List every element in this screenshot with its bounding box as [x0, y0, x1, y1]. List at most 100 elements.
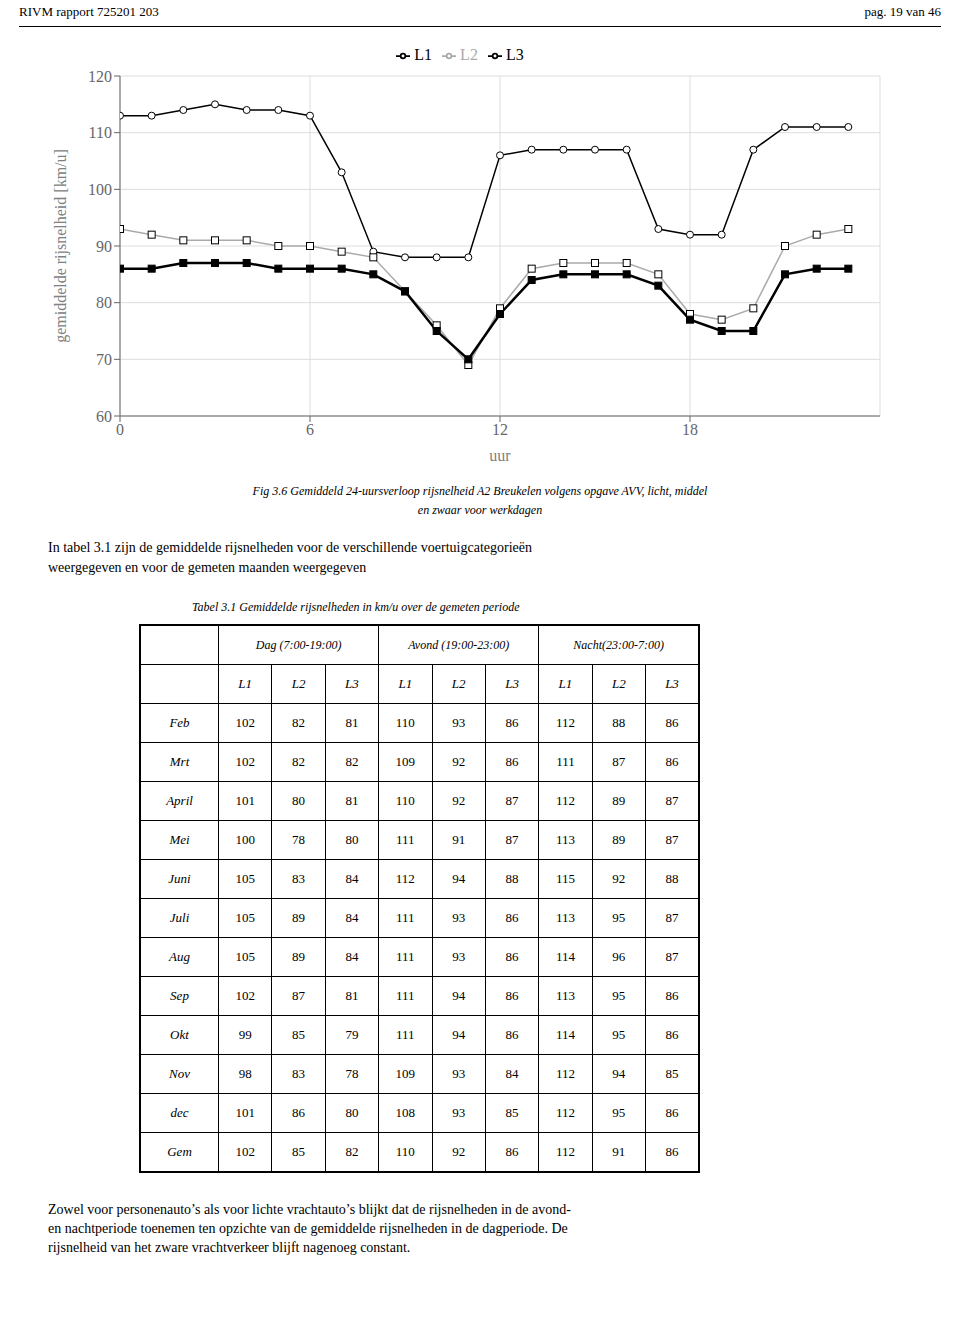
html-text:Avond (19:00-23:00): Avond (19:00-23:00) [408, 637, 510, 652]
svg-text:80: 80 [96, 294, 112, 311]
html-text:87: 87 [612, 754, 626, 769]
html-text:Mrt: Mrt [169, 754, 190, 769]
html-text:102: 102 [235, 715, 255, 730]
html-text:86: 86 [665, 715, 679, 730]
html-text:Juni: Juni [168, 871, 191, 886]
html-text:89: 89 [612, 793, 626, 808]
html-text:Feb: Feb [169, 715, 190, 730]
html-text:112: 112 [555, 715, 575, 730]
html-text:81: 81 [345, 793, 359, 808]
html-text:109: 109 [395, 754, 416, 769]
html-text:112: 112 [555, 793, 575, 808]
svg-text:12: 12 [492, 421, 508, 438]
svg-text:60: 60 [96, 408, 112, 425]
svg-text:110: 110 [89, 124, 112, 141]
html-text:L3: L3 [345, 676, 359, 691]
html-text:Nacht(23:00-7:00): Nacht(23:00-7:00) [573, 637, 664, 652]
html-text:Zowel voor personenauto’s als: Zowel voor personenauto’s als voor licht… [48, 1202, 571, 1255]
svg-text:gemiddelde rijsnelheid [km/u]: gemiddelde rijsnelheid [km/u] [52, 149, 70, 343]
html-text:110: 110 [395, 793, 415, 808]
html-text:In tabel 3.1 zijn de gemiddeld: In tabel 3.1 zijn de gemiddelde rijsnelh… [48, 540, 532, 555]
html-text:86: 86 [665, 754, 679, 769]
html-text:L2: L2 [451, 676, 466, 691]
html-text:108: 108 [395, 1105, 416, 1120]
html-text:88: 88 [612, 715, 626, 730]
html-text:105: 105 [235, 910, 255, 925]
html-text:113: 113 [555, 832, 575, 847]
html-text:111: 111 [396, 832, 415, 847]
html-text:86: 86 [505, 754, 519, 769]
svg-text:100: 100 [88, 181, 112, 198]
html-text:112: 112 [555, 1105, 575, 1120]
html-text:Okt: Okt [170, 1027, 189, 1042]
svg-text:120: 120 [88, 68, 112, 85]
html-text:82: 82 [345, 754, 359, 769]
html-text:Dag (7:00-19:00): Dag (7:00-19:00) [255, 637, 342, 652]
html-text:86: 86 [505, 715, 519, 730]
html-text:Mei: Mei [169, 832, 190, 847]
html-text:111: 111 [556, 754, 575, 769]
html-text:weergegeven en voor de gemeten: weergegeven en voor de gemeten maanden w… [48, 560, 367, 575]
html-text:101: 101 [235, 793, 255, 808]
html-text:92: 92 [452, 793, 466, 808]
html-text:111: 111 [396, 1027, 415, 1042]
html-text:81: 81 [345, 715, 359, 730]
html-text:L3: L3 [505, 46, 524, 63]
html-text:82: 82 [292, 754, 306, 769]
html-text:Sep: Sep [170, 988, 189, 1003]
html-text:April: April [166, 793, 193, 808]
html-text:87: 87 [665, 793, 679, 808]
html-text:113: 113 [555, 988, 575, 1003]
html-text:en zwaar voor werkdagen: en zwaar voor werkdagen [417, 503, 543, 517]
html-text:L1: L1 [414, 46, 433, 63]
html-text:102: 102 [235, 988, 255, 1003]
html-text:L2: L2 [611, 676, 626, 691]
html-text:L2: L2 [460, 46, 478, 63]
svg-text:uur: uur [489, 447, 511, 464]
html-text:92: 92 [452, 754, 466, 769]
html-text:105: 105 [235, 949, 255, 964]
html-text:dec: dec [170, 1105, 189, 1120]
html-text:Nov: Nov [169, 1066, 190, 1081]
html-text:87: 87 [505, 793, 519, 808]
html-text:L2: L2 [291, 676, 306, 691]
svg-text:90: 90 [96, 238, 112, 255]
html-text:93: 93 [452, 715, 466, 730]
html-text:L3: L3 [505, 676, 519, 691]
html-text:115: 115 [555, 871, 575, 886]
html-text:L3: L3 [665, 676, 679, 691]
html-text:82: 82 [292, 715, 306, 730]
html-text:113: 113 [555, 910, 575, 925]
html-text:80: 80 [292, 793, 306, 808]
html-text:110: 110 [395, 1144, 415, 1159]
html-text:114: 114 [555, 1027, 575, 1042]
html-text:112: 112 [395, 871, 415, 886]
svg-text:6: 6 [306, 421, 314, 438]
html-text:Juli: Juli [169, 910, 190, 925]
html-text:Fig 3.6 Gemiddeld 24-uursverlo: Fig 3.6 Gemiddeld 24-uursverloop rijsnel… [252, 484, 708, 498]
html-text:102: 102 [235, 754, 255, 769]
html-text:110: 110 [395, 715, 415, 730]
html-text:112: 112 [555, 1066, 575, 1081]
html-text:102: 102 [235, 1144, 255, 1159]
html-text:100: 100 [235, 832, 255, 847]
svg-text:0: 0 [116, 421, 124, 438]
html-text:111: 111 [396, 949, 415, 964]
html-text:114: 114 [555, 949, 575, 964]
html-text:L1: L1 [398, 676, 413, 691]
svg-text:18: 18 [682, 421, 698, 438]
html-text:111: 111 [396, 988, 415, 1003]
html-text:Gem: Gem [167, 1144, 192, 1159]
html-text:L1: L1 [238, 676, 252, 691]
html-text:Tabel 3.1 Gemiddelde rijsnelhe: Tabel 3.1 Gemiddelde rijsnelheden in km/… [192, 600, 520, 614]
html-text:L1: L1 [558, 676, 573, 691]
html-text:RIVM rapport 725201 203: RIVM rapport 725201 203 [19, 4, 159, 19]
html-text:101: 101 [235, 1105, 255, 1120]
html-text:pag. 19 van 46: pag. 19 van 46 [864, 4, 941, 19]
html-text:105: 105 [235, 871, 255, 886]
svg-text:70: 70 [96, 351, 112, 368]
html-text:112: 112 [555, 1144, 575, 1159]
html-text:109: 109 [395, 1066, 416, 1081]
html-text:111: 111 [396, 910, 415, 925]
html-text:Aug: Aug [169, 949, 190, 964]
